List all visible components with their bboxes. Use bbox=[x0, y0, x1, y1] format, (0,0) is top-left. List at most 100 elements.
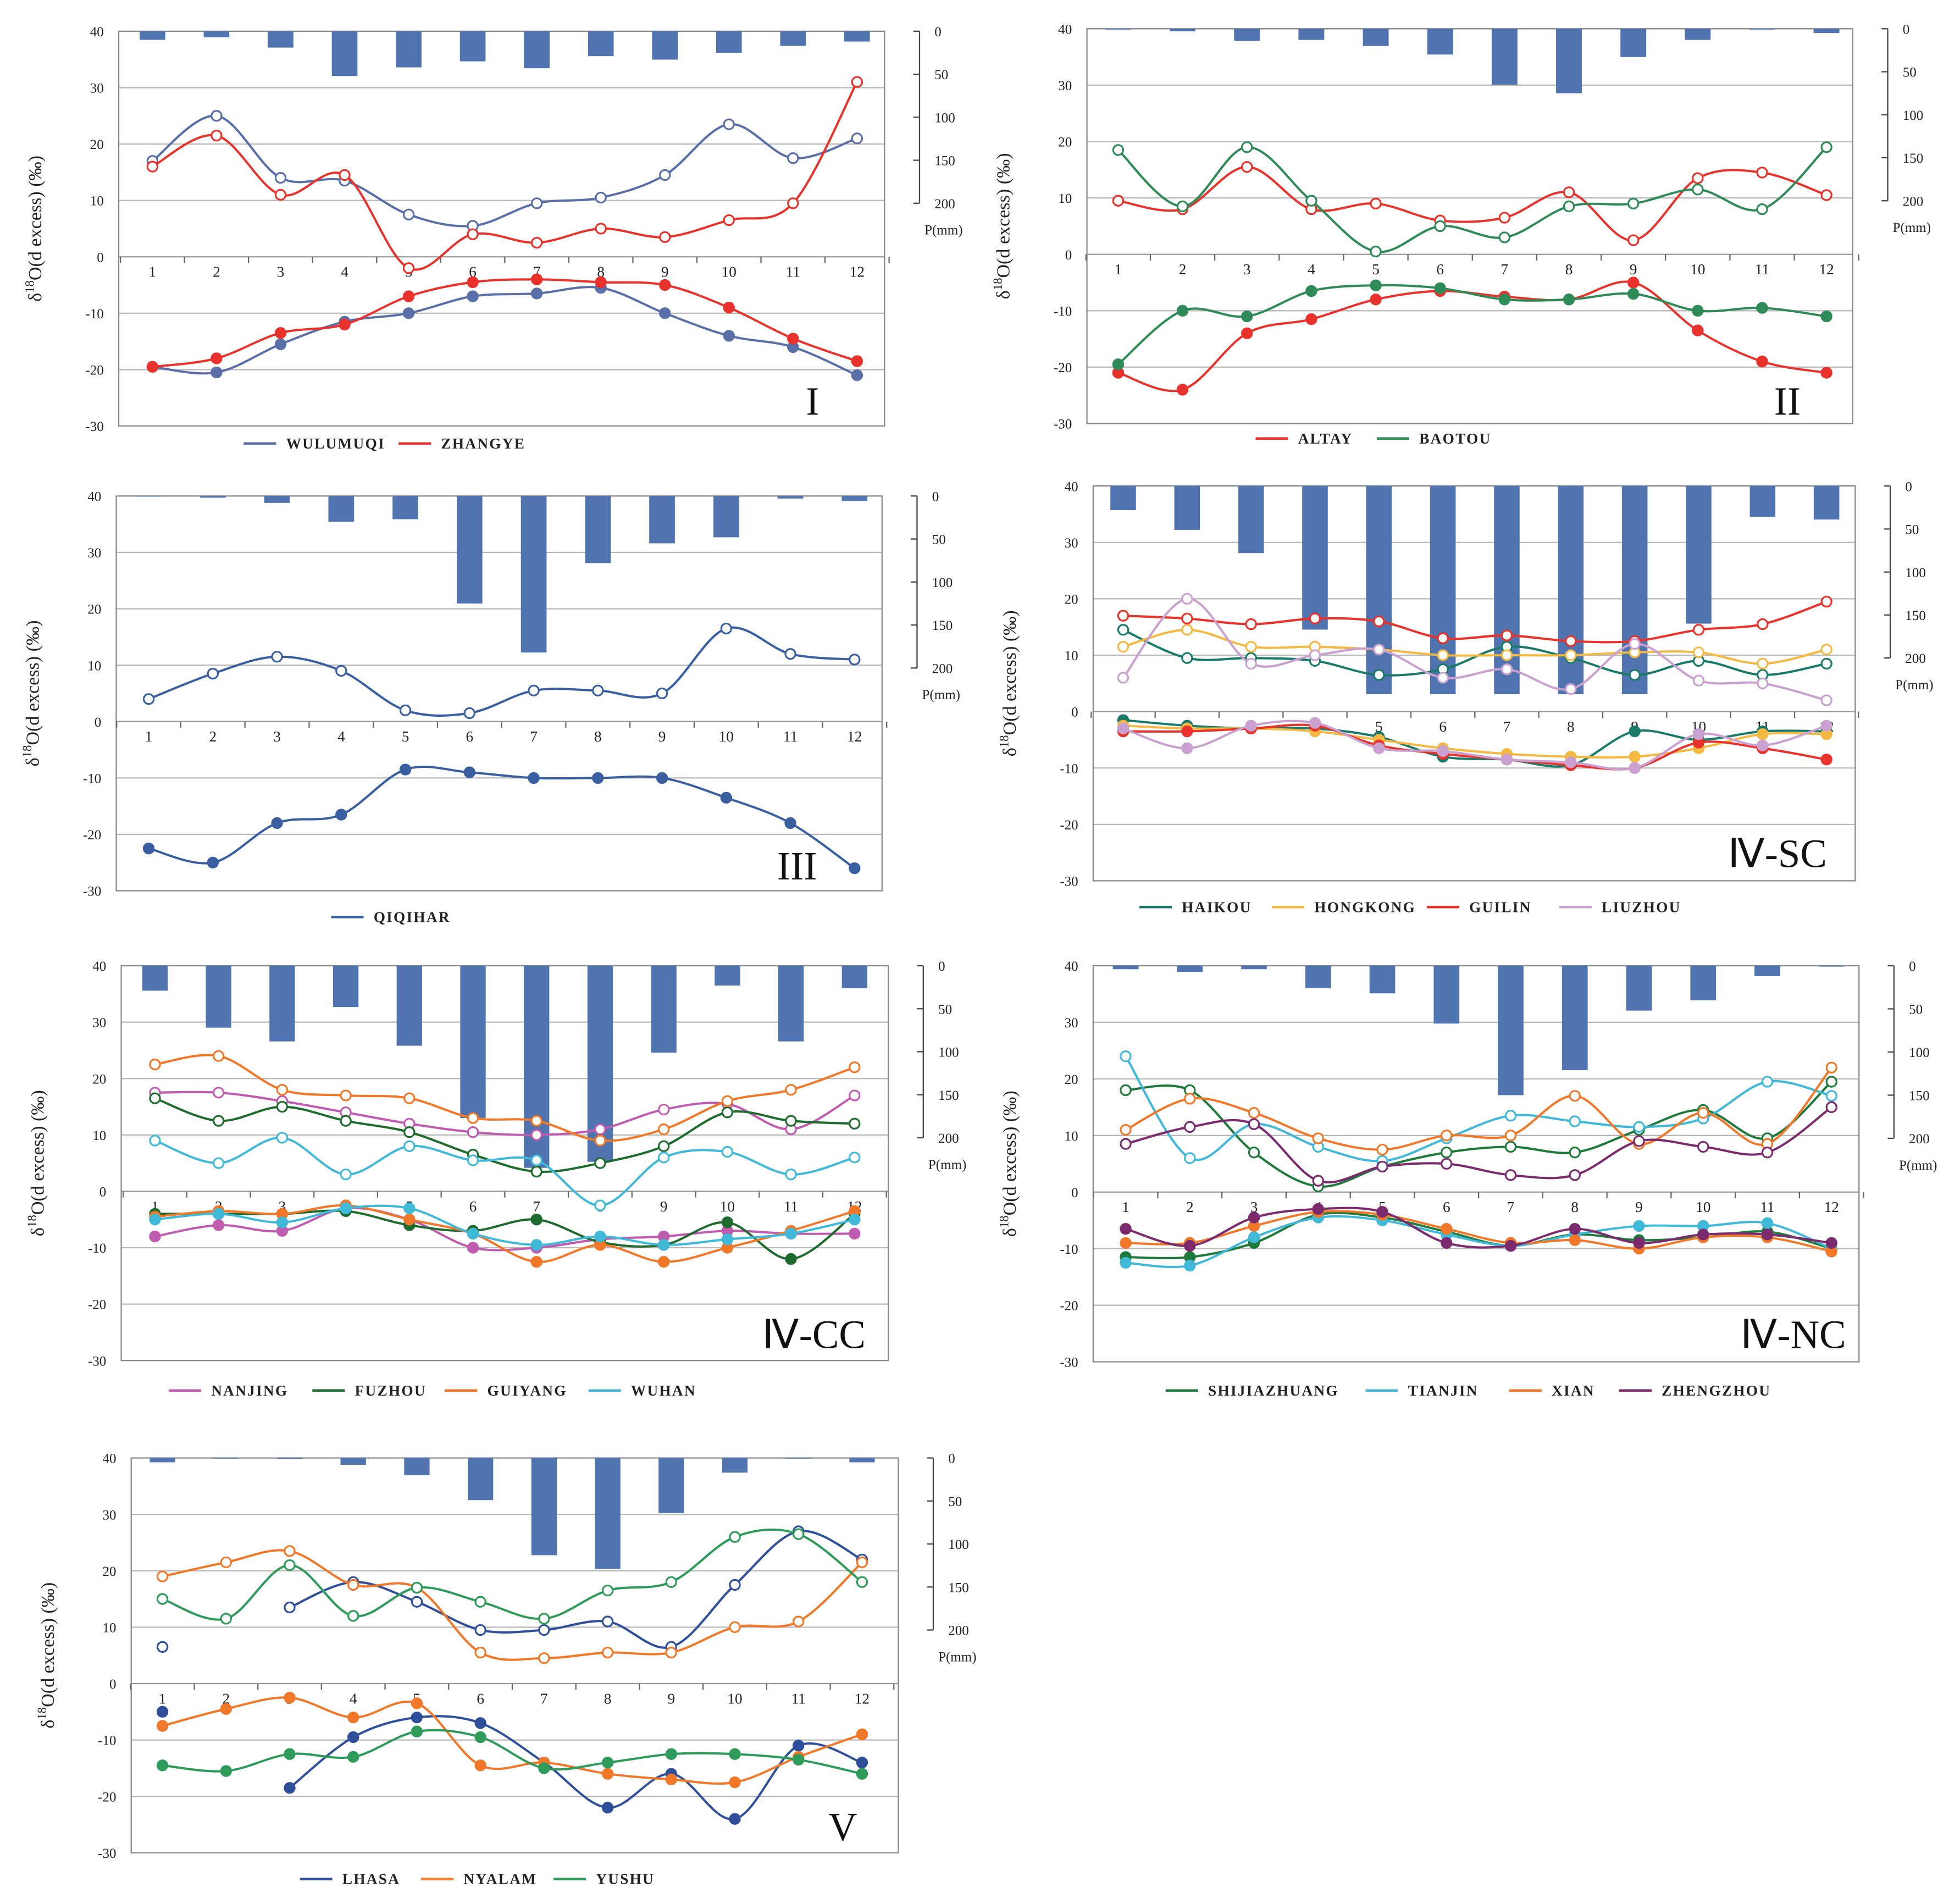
data-point-fuzhou-d18O bbox=[785, 1253, 797, 1265]
precip-tick-label: 100 bbox=[1909, 1045, 1930, 1060]
month-label: 10 bbox=[719, 728, 734, 745]
data-point-nyalam-d18O bbox=[474, 1759, 486, 1772]
legend-label: ALTAY bbox=[1298, 430, 1353, 447]
data-point-liuzhou-d18O bbox=[1437, 745, 1449, 757]
data-point-baotou-d_excess bbox=[1305, 195, 1317, 207]
data-point-liuzhou-d_excess bbox=[1245, 657, 1257, 670]
data-point-zhangye-d18O bbox=[211, 352, 223, 364]
data-point-altay-d18O bbox=[1305, 313, 1317, 325]
month-label: 10 bbox=[720, 1198, 735, 1215]
precip-bar bbox=[340, 1458, 366, 1465]
data-point-liuzhou-d18O bbox=[1820, 719, 1832, 732]
data-point-liuzhou-d_excess bbox=[1373, 644, 1385, 656]
data-point-wuhan-d_excess bbox=[594, 1199, 606, 1211]
month-label: 9 bbox=[1630, 261, 1637, 278]
data-point-altay-d18O bbox=[1241, 327, 1253, 340]
y-axis-label-prefix: δ bbox=[23, 757, 43, 766]
data-point-wulumuqi-d_excess bbox=[851, 132, 863, 145]
data-point-guilin-d_excess bbox=[1500, 629, 1513, 641]
legend-label: WUHAN bbox=[631, 1382, 696, 1399]
precip-tick-label: 0 bbox=[1905, 479, 1912, 494]
data-point-yushu-d_excess bbox=[601, 1584, 614, 1597]
data-point-hongkong-d_excess bbox=[1757, 657, 1769, 670]
data-point-zhangye-d_excess bbox=[146, 160, 159, 173]
data-point-baotou-d_excess bbox=[1370, 245, 1382, 258]
data-point-yushu-d_excess bbox=[729, 1531, 741, 1543]
data-point-yushu-d_excess bbox=[156, 1593, 169, 1605]
y-tick-label: 30 bbox=[87, 546, 101, 561]
precip-bar bbox=[524, 31, 550, 69]
precip-bar bbox=[1366, 486, 1392, 694]
data-point-qiqihar-d_excess bbox=[335, 665, 347, 677]
data-point-haikou-d_excess bbox=[1373, 669, 1385, 681]
data-point-zhangye-d18O bbox=[530, 273, 543, 285]
data-point-wuhan-d_excess bbox=[149, 1134, 161, 1147]
plot-frame bbox=[115, 495, 883, 892]
data-point-shijiazhuang-d_excess bbox=[1441, 1146, 1453, 1159]
data-point-baotou-d18O bbox=[1176, 305, 1189, 317]
month-label: 9 bbox=[660, 1198, 668, 1215]
data-point-hongkong-d_excess bbox=[1500, 649, 1513, 661]
precip-bar bbox=[722, 1458, 748, 1473]
data-point-baotou-d18O bbox=[1627, 287, 1640, 300]
series-line-guilin-d18O bbox=[1123, 723, 1827, 771]
legend-label: NANJING bbox=[211, 1382, 288, 1399]
series-line-wulumuqi-d18O bbox=[152, 286, 858, 377]
data-point-wuhan-d18O bbox=[340, 1202, 352, 1214]
data-point-zhangye-d18O bbox=[723, 301, 735, 314]
data-point-wuhan-d_excess bbox=[276, 1132, 289, 1144]
precip-bar bbox=[521, 496, 547, 653]
panel-label: Ⅳ-SC bbox=[1728, 831, 1827, 876]
data-point-baotou-d18O bbox=[1820, 310, 1832, 323]
precip-bar bbox=[1112, 966, 1139, 970]
data-point-qiqihar-d18O bbox=[720, 792, 732, 804]
data-point-altay-d18O bbox=[1176, 384, 1189, 396]
data-point-yushu-d_excess bbox=[856, 1576, 868, 1588]
data-point-lhasa-d18O bbox=[284, 1782, 296, 1794]
data-point-guiyang-d_excess bbox=[467, 1112, 479, 1124]
y-axis-label-prefix: δ bbox=[28, 1227, 48, 1236]
y-tick-label: 20 bbox=[1065, 592, 1078, 607]
data-point-wuhan-d18O bbox=[467, 1227, 479, 1240]
month-label: 1 bbox=[1122, 1199, 1129, 1215]
precip-tick-label: 200 bbox=[934, 197, 955, 212]
precip-tick-label: 150 bbox=[1909, 1089, 1930, 1104]
data-point-zhengzhou-d_excess bbox=[1248, 1118, 1260, 1130]
y-tick-label: 20 bbox=[1065, 1072, 1078, 1087]
data-point-baotou-d18O bbox=[1756, 302, 1768, 314]
y-tick-label: 20 bbox=[102, 1564, 116, 1579]
precip-bar bbox=[780, 31, 806, 46]
data-point-guiyang-d_excess bbox=[276, 1084, 289, 1096]
data-point-tianjin-d18O bbox=[1761, 1217, 1774, 1230]
data-point-wulumuqi-d18O bbox=[467, 290, 479, 302]
precip-tick-label: 150 bbox=[938, 1088, 959, 1103]
series-line-tianjin-d18O bbox=[1125, 1215, 1832, 1269]
precip-bar bbox=[1690, 966, 1717, 1000]
legend-label: WULUMUQI bbox=[286, 435, 385, 452]
data-point-lhasa-d18O bbox=[729, 1813, 741, 1825]
data-point-baotou-d_excess bbox=[1563, 200, 1575, 213]
precip-bar bbox=[213, 1458, 239, 1459]
data-point-altay-d_excess bbox=[1692, 172, 1704, 184]
series-line-altay-d_excess bbox=[1118, 165, 1827, 242]
month-label: 7 bbox=[530, 728, 538, 745]
data-point-tianjin-d18O bbox=[1633, 1220, 1645, 1232]
data-point-liuzhou-d_excess bbox=[1629, 638, 1641, 650]
data-point-baotou-d_excess bbox=[1627, 197, 1640, 210]
data-point-wulumuqi-d_excess bbox=[595, 191, 607, 204]
series-line-baotou-d_excess bbox=[1117, 146, 1828, 253]
data-point-fuzhou-d_excess bbox=[721, 1106, 734, 1119]
precip-bar bbox=[1110, 486, 1136, 510]
precip-tick-label: 150 bbox=[1905, 608, 1926, 623]
data-point-wuhan-d_excess bbox=[530, 1154, 542, 1166]
series-line-zhangye-d18O bbox=[152, 278, 858, 368]
y-tick-label: 20 bbox=[87, 602, 101, 617]
data-point-guiyang-d_excess bbox=[212, 1050, 225, 1062]
series-line-liuzhou-d18O bbox=[1122, 719, 1827, 771]
data-point-zhengzhou-d_excess bbox=[1825, 1101, 1837, 1114]
data-point-yushu-d18O bbox=[538, 1762, 550, 1774]
y-tick-label: -10 bbox=[85, 307, 103, 322]
month-label: 12 bbox=[855, 1690, 870, 1707]
month-label: 7 bbox=[1507, 1199, 1515, 1215]
